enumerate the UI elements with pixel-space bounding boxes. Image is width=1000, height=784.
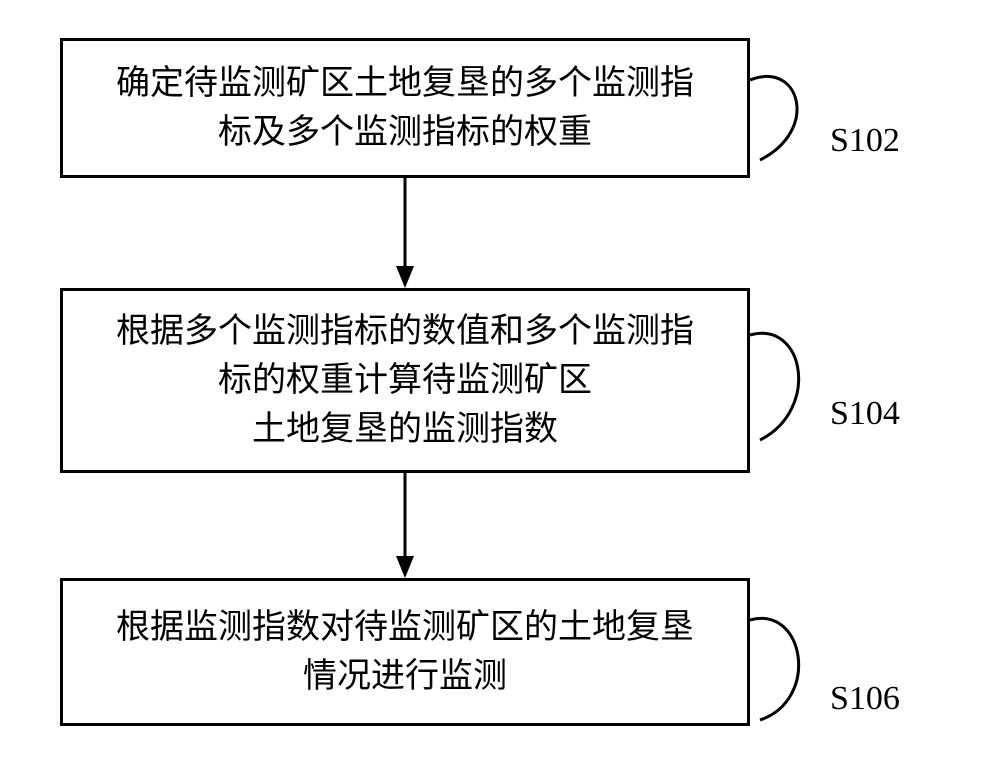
arrow-s104-s106 bbox=[0, 0, 1000, 784]
flowchart-canvas: 确定待监测矿区土地复垦的多个监测指标及多个监测指标的权重 根据多个监测指标的数值… bbox=[0, 0, 1000, 784]
